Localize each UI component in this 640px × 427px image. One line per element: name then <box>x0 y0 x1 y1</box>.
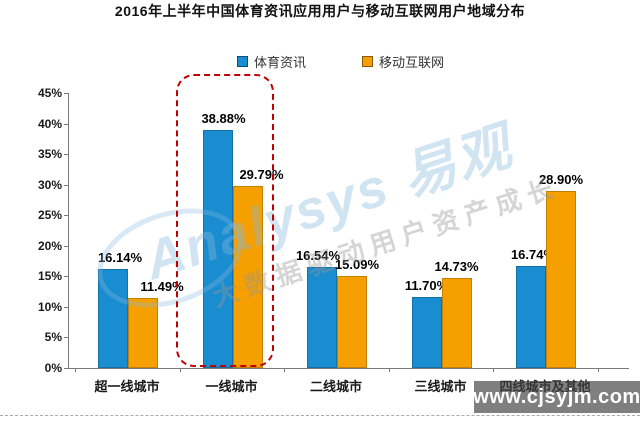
y-axis-tick-mark <box>64 123 68 125</box>
y-axis-tick-label: 15% <box>37 269 62 284</box>
y-axis-tick-label: 40% <box>37 116 62 131</box>
bar-mobile-internet-4 <box>546 191 576 368</box>
bar-value-label: 14.73% <box>434 258 479 274</box>
y-axis-tick-mark <box>64 245 68 247</box>
bar-sports-info-4 <box>516 265 546 368</box>
bar-value-label: 16.54% <box>295 247 341 263</box>
legend-item-mobile-internet: 移动互联网 <box>362 52 444 71</box>
y-axis-tick-mark <box>64 93 68 94</box>
y-axis-tick-label: 10% <box>37 299 62 314</box>
bar-value-label: 29.79% <box>239 166 284 182</box>
x-axis-tick-mark <box>179 368 181 372</box>
legend-item-sports-info: 体育资讯 <box>237 52 306 71</box>
plot-area: 16.14% 11.49% 38.88% 29.79% 16.54% 15.09% 11.7… <box>68 93 629 369</box>
bar-sports-info-3 <box>411 296 442 368</box>
bar-value-label: 16.14% <box>97 250 143 266</box>
legend-swatch-orange <box>362 56 373 67</box>
x-axis-category-label: 一线城市 <box>205 379 258 394</box>
y-axis-tick-label: 25% <box>37 208 62 223</box>
x-axis-category-label: 二线城市 <box>309 379 362 394</box>
bar-mobile-internet-2 <box>337 275 367 368</box>
bar-mobile-internet-1 <box>232 185 263 368</box>
chart-title: 2016年上半年中国体育资讯应用用户与移动互联网用户地域分布 <box>114 3 526 19</box>
legend-label-sports-info: 体育资讯 <box>254 55 307 70</box>
bar-sports-info-0 <box>98 269 128 368</box>
legend-label-mobile-internet: 移动互联网 <box>379 55 445 70</box>
y-axis-tick-label: 30% <box>37 177 62 192</box>
legend-swatch-blue <box>237 56 248 67</box>
y-axis-tick-label: 35% <box>37 147 62 162</box>
x-axis-tick-mark <box>75 368 76 372</box>
site-watermark-text: www.cjsyjm.com <box>473 385 640 408</box>
bar-mobile-internet-3 <box>441 277 472 368</box>
bar-value-label: 28.90% <box>538 172 584 188</box>
y-axis-tick-label: 45% <box>37 86 62 100</box>
bar-value-label: 11.49% <box>140 278 184 294</box>
x-axis-category-label: 超一线城市 <box>94 379 160 394</box>
x-axis-tick-mark <box>284 368 285 372</box>
site-watermark-box: www.cjsyjm.com <box>473 381 640 413</box>
y-axis-tick-mark <box>64 276 68 278</box>
x-axis-category-label: 三线城市 <box>414 379 467 394</box>
bar-sports-info-2 <box>307 266 337 368</box>
bar-value-label: 15.09% <box>334 256 380 272</box>
bar-value-label: 38.88% <box>201 111 246 127</box>
bar-mobile-internet-0 <box>128 297 158 368</box>
bar-value-label: 11.70% <box>404 277 449 293</box>
x-axis-tick-mark <box>597 368 599 372</box>
y-axis-tick-mark <box>64 184 68 186</box>
y-axis-tick-mark <box>64 154 68 156</box>
y-axis-tick-mark <box>64 337 68 339</box>
y-axis-tick-label: 20% <box>37 238 62 253</box>
bar-sports-info-1 <box>202 130 233 368</box>
bottom-divider <box>0 415 640 416</box>
y-axis-tick-mark <box>64 306 68 308</box>
y-axis-tick-mark <box>64 368 68 369</box>
x-axis-tick-mark <box>388 368 390 372</box>
y-axis-tick-mark <box>64 215 68 217</box>
y-axis-tick-label: 0% <box>44 361 62 375</box>
x-axis-tick-mark <box>493 368 494 372</box>
bar-value-label: 16.74% <box>510 246 556 262</box>
y-axis-tick-label: 5% <box>44 330 62 345</box>
